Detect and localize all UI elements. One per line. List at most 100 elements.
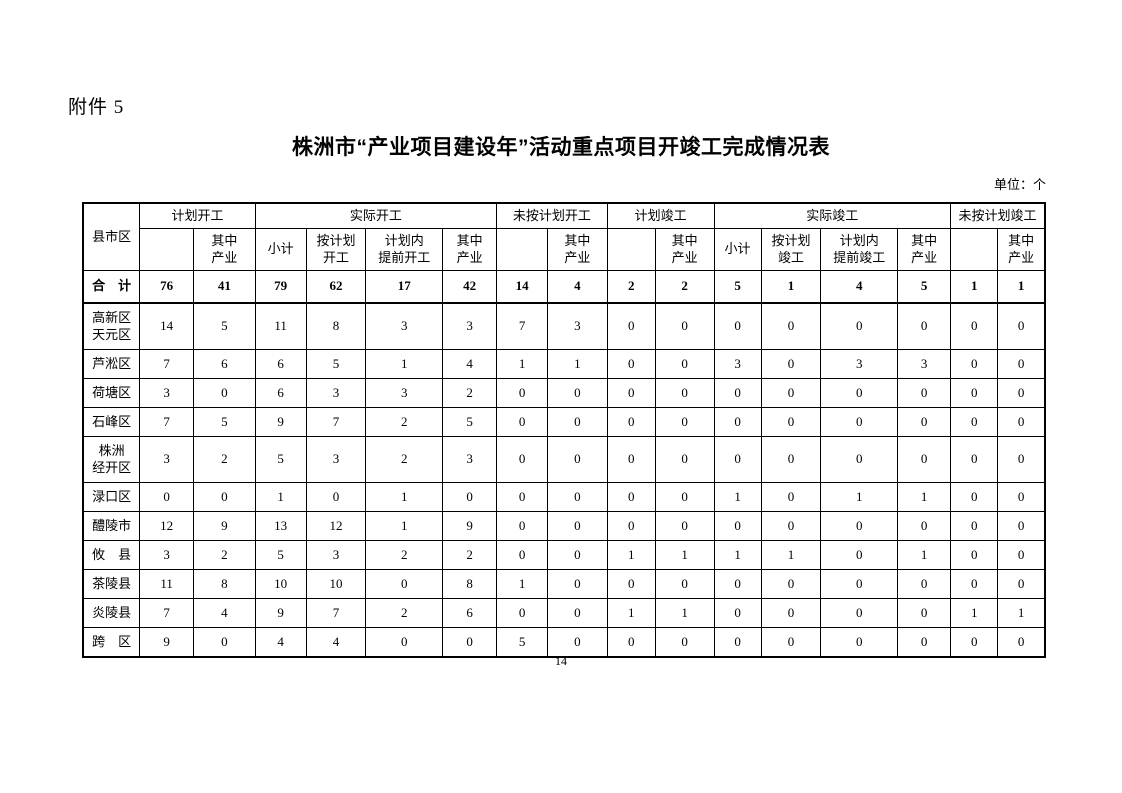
data-cell: 0 <box>820 436 899 483</box>
data-cell: 4 <box>305 627 367 658</box>
data-cell: 0 <box>442 482 498 512</box>
data-cell: 0 <box>654 436 715 483</box>
data-cell: 0 <box>997 511 1046 541</box>
data-cell: 10 <box>305 569 367 599</box>
data-cell: 0 <box>897 569 952 599</box>
data-cell: 0 <box>897 302 952 350</box>
group-header-cell: 实际竣工 <box>713 202 952 229</box>
corner-header-cell: 县市区 <box>82 202 141 271</box>
data-cell: 2 <box>606 270 656 304</box>
data-cell: 9 <box>139 627 195 658</box>
data-cell: 1 <box>365 349 444 379</box>
data-cell: 0 <box>950 511 999 541</box>
data-cell: 0 <box>606 378 656 408</box>
data-cell: 0 <box>713 569 762 599</box>
data-cell: 0 <box>496 540 549 570</box>
data-cell: 0 <box>950 569 999 599</box>
data-cell: 0 <box>496 511 549 541</box>
data-cell: 0 <box>997 436 1046 483</box>
data-cell: 0 <box>760 302 822 350</box>
data-cell: 0 <box>606 436 656 483</box>
data-cell: 8 <box>442 569 498 599</box>
data-cell: 0 <box>760 407 822 437</box>
data-cell: 41 <box>193 270 256 304</box>
data-cell: 79 <box>254 270 307 304</box>
data-cell: 3 <box>897 349 952 379</box>
data-cell: 1 <box>254 482 307 512</box>
data-cell: 12 <box>139 511 195 541</box>
data-cell: 0 <box>897 378 952 408</box>
data-cell: 9 <box>442 511 498 541</box>
data-cell: 0 <box>606 569 656 599</box>
data-cell: 1 <box>997 598 1046 628</box>
data-cell: 3 <box>547 302 608 350</box>
data-cell: 42 <box>442 270 498 304</box>
sub-header-cell: 其中 产业 <box>442 228 498 271</box>
data-cell: 0 <box>654 569 715 599</box>
data-cell: 9 <box>193 511 256 541</box>
data-cell: 8 <box>193 569 256 599</box>
data-cell: 1 <box>760 270 822 304</box>
data-cell: 3 <box>139 436 195 483</box>
sub-header-cell: 按计划 竣工 <box>760 228 822 271</box>
data-cell: 0 <box>820 302 899 350</box>
data-cell: 2 <box>193 436 256 483</box>
data-cell: 6 <box>442 598 498 628</box>
data-cell: 5 <box>442 407 498 437</box>
data-cell: 1 <box>897 482 952 512</box>
data-cell: 1 <box>496 349 549 379</box>
data-cell: 0 <box>547 598 608 628</box>
data-cell: 6 <box>193 349 256 379</box>
data-cell: 9 <box>254 407 307 437</box>
data-cell: 0 <box>547 569 608 599</box>
data-cell: 14 <box>139 302 195 350</box>
data-cell: 4 <box>547 270 608 304</box>
summary-table: 县市区 计划开工 实际开工 未按计划开工 计划竣工 实际竣工 未按计划竣工 其中 产业 小计 按计… <box>82 202 1046 658</box>
data-cell: 0 <box>820 598 899 628</box>
data-cell: 1 <box>365 482 444 512</box>
data-cell: 0 <box>820 378 899 408</box>
data-cell: 0 <box>547 482 608 512</box>
data-cell: 0 <box>820 511 899 541</box>
data-cell: 0 <box>897 598 952 628</box>
data-cell: 0 <box>547 378 608 408</box>
sub-header-cell: 按计划 开工 <box>305 228 367 271</box>
data-cell: 0 <box>496 378 549 408</box>
row-label: 石峰区 <box>82 407 141 437</box>
data-cell: 0 <box>760 436 822 483</box>
data-cell: 1 <box>897 540 952 570</box>
data-cell: 0 <box>496 482 549 512</box>
data-cell: 11 <box>139 569 195 599</box>
data-cell: 0 <box>950 378 999 408</box>
data-cell: 0 <box>713 407 762 437</box>
group-header-cell: 计划竣工 <box>606 202 715 229</box>
data-cell: 0 <box>997 302 1046 350</box>
data-cell: 0 <box>365 569 444 599</box>
group-header-cell: 实际开工 <box>254 202 498 229</box>
data-cell: 0 <box>713 627 762 658</box>
data-cell: 0 <box>365 627 444 658</box>
data-cell: 4 <box>193 598 256 628</box>
data-cell: 0 <box>897 511 952 541</box>
data-cell: 0 <box>820 627 899 658</box>
data-cell: 0 <box>606 349 656 379</box>
data-cell: 6 <box>254 378 307 408</box>
merged-subtotal-header-cell <box>606 228 656 271</box>
data-cell: 0 <box>547 627 608 658</box>
sub-header-cell: 其中 产业 <box>997 228 1046 271</box>
attachment-label: 附件 5 <box>68 97 125 118</box>
data-cell: 0 <box>897 627 952 658</box>
sub-header-cell: 小计 <box>713 228 762 271</box>
group-header-cell: 未按计划开工 <box>496 202 608 229</box>
data-cell: 0 <box>654 482 715 512</box>
row-label: 芦淞区 <box>82 349 141 379</box>
data-cell: 0 <box>713 511 762 541</box>
data-cell: 0 <box>997 407 1046 437</box>
data-cell: 0 <box>997 540 1046 570</box>
data-cell: 3 <box>442 302 498 350</box>
data-cell: 0 <box>547 540 608 570</box>
data-cell: 2 <box>365 598 444 628</box>
data-cell: 0 <box>760 482 822 512</box>
data-cell: 0 <box>547 511 608 541</box>
data-cell: 7 <box>305 598 367 628</box>
